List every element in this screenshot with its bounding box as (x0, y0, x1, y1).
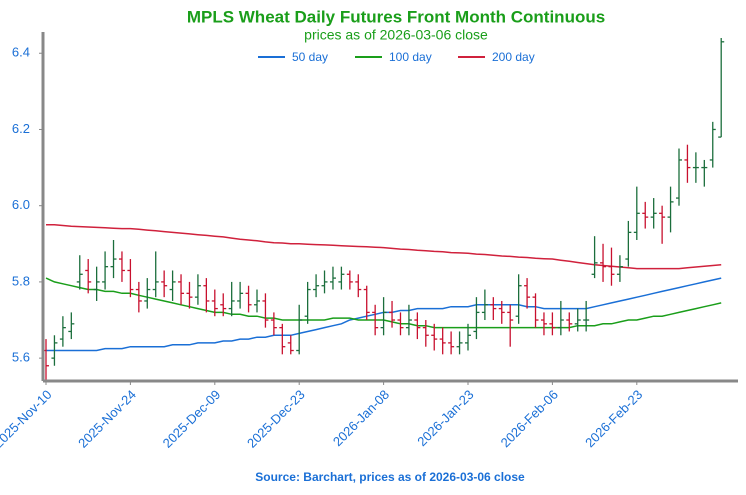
y-tick-label: 6.0 (12, 197, 30, 212)
x-tick-label: 2026-Feb-06 (498, 387, 561, 450)
x-tick-label: 2025-Dec-23 (244, 387, 308, 451)
x-tick-label: 2025-Nov-24 (75, 387, 139, 451)
legend-label: 100 day (389, 50, 432, 64)
chart-subtitle: prices as of 2026-03-06 close (304, 27, 488, 43)
y-tick-label: 6.2 (12, 121, 30, 136)
x-tick-label: 2026-Jan-23 (414, 387, 476, 449)
legend-label: 50 day (292, 50, 328, 64)
x-tick-label: 2026-Feb-23 (582, 387, 645, 450)
legend-label: 200 day (492, 50, 535, 64)
x-tick-label: 2026-Jan-08 (330, 387, 392, 449)
x-tick-label: 2025-Dec-09 (160, 387, 224, 451)
x-tick-label: 2025-Nov-10 (0, 387, 55, 451)
source-note: Source: Barchart, prices as of 2026-03-0… (255, 470, 525, 484)
y-tick-label: 5.8 (12, 273, 30, 288)
y-tick-label: 5.6 (12, 350, 30, 365)
chart-title: MPLS Wheat Daily Futures Front Month Con… (187, 7, 605, 26)
y-tick-label: 6.4 (12, 45, 30, 60)
